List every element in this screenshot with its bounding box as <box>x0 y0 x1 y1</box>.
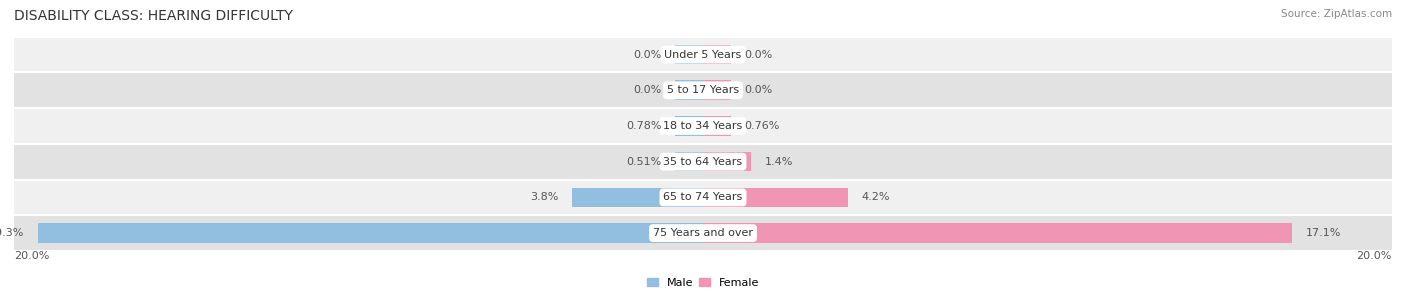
Bar <box>703 188 848 207</box>
Text: 0.0%: 0.0% <box>744 85 772 95</box>
Text: 75 Years and over: 75 Years and over <box>652 228 754 238</box>
Text: 19.3%: 19.3% <box>0 228 24 238</box>
Bar <box>14 215 1392 251</box>
Bar <box>675 80 703 100</box>
Bar <box>675 45 703 64</box>
Text: DISABILITY CLASS: HEARING DIFFICULTY: DISABILITY CLASS: HEARING DIFFICULTY <box>14 9 292 23</box>
Text: 0.0%: 0.0% <box>744 50 772 60</box>
Text: 0.76%: 0.76% <box>744 121 780 131</box>
Text: 5 to 17 Years: 5 to 17 Years <box>666 85 740 95</box>
Text: 1.4%: 1.4% <box>765 157 793 167</box>
Text: Under 5 Years: Under 5 Years <box>665 50 741 60</box>
Text: 0.0%: 0.0% <box>634 85 662 95</box>
Bar <box>572 188 703 207</box>
Text: Source: ZipAtlas.com: Source: ZipAtlas.com <box>1281 9 1392 19</box>
Bar <box>14 37 1392 73</box>
Bar <box>703 152 751 171</box>
Bar <box>703 223 1292 243</box>
Bar <box>703 80 731 100</box>
Text: 4.2%: 4.2% <box>862 192 890 202</box>
Bar <box>703 45 731 64</box>
Text: 18 to 34 Years: 18 to 34 Years <box>664 121 742 131</box>
Bar <box>14 73 1392 108</box>
Bar <box>14 180 1392 215</box>
Bar <box>675 116 703 136</box>
Text: 20.0%: 20.0% <box>14 251 49 261</box>
Bar <box>38 223 703 243</box>
Text: 20.0%: 20.0% <box>1357 251 1392 261</box>
Text: 65 to 74 Years: 65 to 74 Years <box>664 192 742 202</box>
Text: 17.1%: 17.1% <box>1306 228 1341 238</box>
Bar <box>675 152 703 171</box>
Text: 0.78%: 0.78% <box>626 121 662 131</box>
Text: 0.0%: 0.0% <box>634 50 662 60</box>
Legend: Male, Female: Male, Female <box>643 274 763 293</box>
Text: 3.8%: 3.8% <box>530 192 558 202</box>
Bar <box>14 108 1392 144</box>
Text: 35 to 64 Years: 35 to 64 Years <box>664 157 742 167</box>
Bar <box>14 144 1392 180</box>
Text: 0.51%: 0.51% <box>627 157 662 167</box>
Bar <box>703 116 731 136</box>
